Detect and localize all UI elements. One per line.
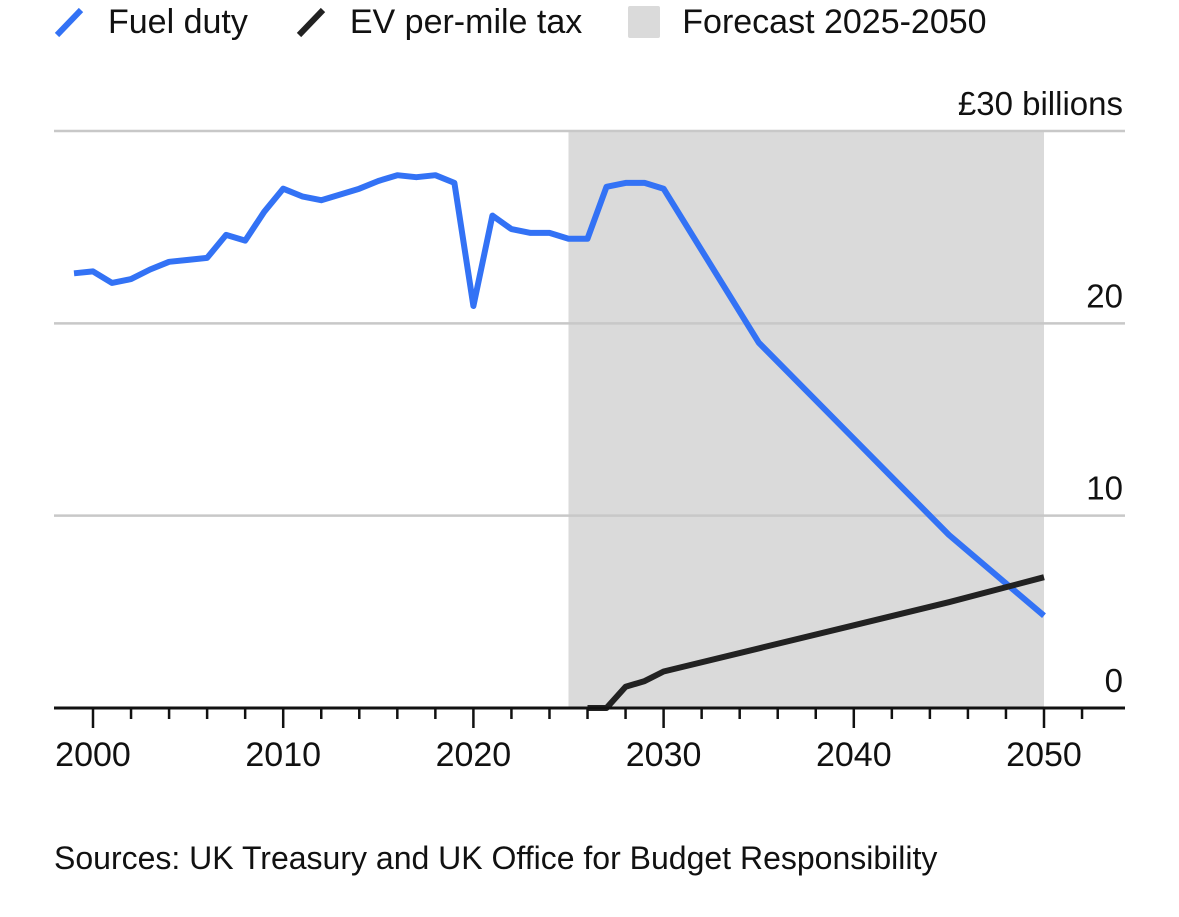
x-tick-label-2040: 2040 [816, 736, 892, 774]
legend-label-forecast: Forecast 2025-2050 [682, 2, 987, 41]
legend-label-ev-tax: EV per-mile tax [349, 2, 583, 41]
x-tick-label-2020: 2020 [436, 736, 512, 774]
legend-item-ev-tax[interactable]: EV per-mile tax [294, 3, 582, 42]
line-chart: 0 10 20 £30 billions 2000 2010 2020 2030 2040 205… [54, 85, 1125, 774]
legend: Fuel duty EV per-mile tax Forecast 2025-… [52, 0, 1033, 44]
source-note: Sources: UK Treasury and UK Office for B… [54, 840, 938, 876]
series-line-fuel-duty [73, 172, 1046, 618]
y-tick-label-0: 0 [1105, 662, 1123, 699]
ev-tax-line-icon [296, 7, 326, 38]
legend-label-fuel-duty: Fuel duty [108, 2, 248, 41]
y-tick-label-30: £30 billions [958, 85, 1123, 122]
x-tick-label-2050: 2050 [1006, 736, 1082, 774]
forecast-region [568, 131, 1044, 708]
fuel-duty-line-icon [54, 7, 84, 38]
legend-item-forecast[interactable]: Forecast 2025-2050 [628, 2, 987, 42]
x-tick-label-2030: 2030 [626, 736, 702, 774]
y-tick-label-20: 20 [1086, 277, 1123, 314]
x-tick-label-2010: 2010 [245, 736, 321, 774]
y-tick-label-10: 10 [1086, 470, 1123, 507]
x-tick-label-2000: 2000 [55, 736, 131, 774]
legend-item-fuel-duty[interactable]: Fuel duty [52, 3, 248, 42]
series-line-ev-per-mile-tax [587, 574, 1045, 711]
forecast-box-icon [628, 6, 661, 38]
